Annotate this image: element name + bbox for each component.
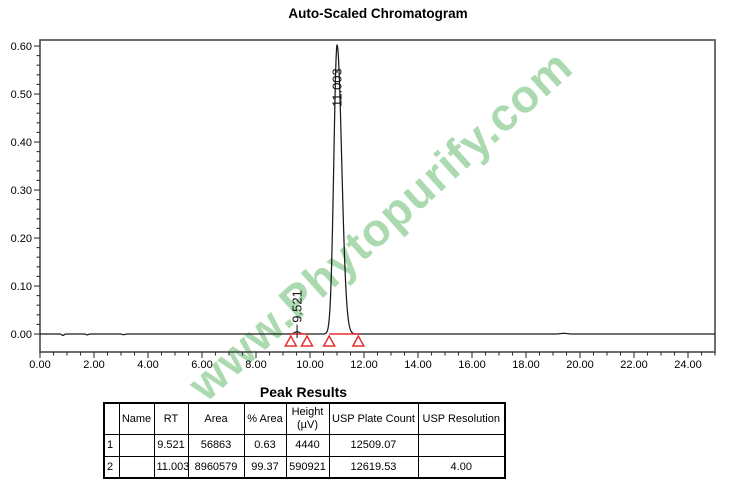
signal-trace	[40, 44, 715, 337]
cell-resolution	[417, 433, 506, 457]
integration-triangle-icon	[284, 334, 298, 347]
x-tick-label: 2.00	[83, 359, 104, 371]
cell-area: 56863	[187, 433, 245, 457]
chromatogram-plot: 0.00 0.10 0.20 0.30 0.40 0.50 0.60 0.00 2.00 4.00…	[11, 39, 716, 371]
cell-height: 4440	[285, 433, 330, 457]
x-tick-label: 20.00	[566, 359, 594, 371]
cell-pct-area: 0.63	[243, 433, 287, 457]
cell-name	[118, 455, 155, 479]
x-tick-label: 6.00	[191, 359, 212, 371]
chromatogram-curve	[40, 44, 715, 337]
peak-rt-label: 9.521	[290, 290, 305, 323]
cell-name	[118, 433, 155, 457]
col-header-height: Height (µV)	[285, 402, 330, 435]
y-tick-label: 0.20	[11, 233, 32, 245]
cell-rt: 11.003	[153, 455, 189, 479]
cell-area: 8960579	[187, 455, 245, 479]
x-tick-label: 10.00	[296, 359, 324, 371]
y-tick-label: 0.30	[11, 185, 32, 197]
axes: 0.00 0.10 0.20 0.30 0.40 0.50 0.60 0.00 2.00 4.00…	[11, 39, 716, 371]
col-header-resolution: USP Resolution	[417, 402, 506, 435]
plot-border	[39, 39, 716, 353]
x-tick-label: 0.00	[29, 359, 50, 371]
col-header-height-line2: (µV)	[296, 418, 318, 431]
x-tick-label: 14.00	[404, 359, 432, 371]
integration-triangle-icon	[351, 334, 366, 347]
x-tick-label: 16.00	[458, 359, 486, 371]
col-header-height-line1: Height	[291, 406, 324, 419]
x-tick-label: 4.00	[137, 359, 158, 371]
cell-pct-area: 99.37	[243, 455, 287, 479]
cell-index: 2	[103, 455, 120, 479]
y-tick-label: 0.10	[11, 281, 32, 293]
cell-resolution: 4.00	[417, 455, 506, 479]
peak-results-section: Peak Results Name RT Area % Area Height …	[103, 384, 506, 479]
col-header-rt: RT	[153, 402, 189, 435]
y-tick-label: 0.40	[11, 137, 32, 149]
peak-rt-label: 11.003	[330, 68, 345, 107]
table-header-row: Name RT Area % Area Height (µV) USP Plat…	[103, 402, 506, 435]
col-header-pct-area: % Area	[243, 402, 287, 435]
x-tick-label: 22.00	[620, 359, 648, 371]
cell-height: 590921	[285, 455, 330, 479]
col-header-index	[103, 402, 120, 435]
x-tick-label: 8.00	[245, 359, 266, 371]
x-tick-label: 24.00	[674, 359, 702, 371]
cell-rt: 9.521	[153, 433, 189, 457]
y-tick-label: 0.60	[11, 41, 32, 53]
integration-markers	[284, 333, 366, 347]
x-tick-label: 18.00	[512, 359, 540, 371]
peak-labels: 9.521 11.003	[290, 68, 345, 338]
table-row: 1 9.521 56863 0.63 4440 12509.07	[103, 433, 506, 457]
table-row: 2 11.003 8960579 99.37 590921 12619.53 4…	[103, 455, 506, 479]
y-tick-label: 0.00	[11, 329, 32, 341]
cell-plate-count: 12509.07	[328, 433, 419, 457]
col-header-name: Name	[118, 402, 155, 435]
cell-index: 1	[103, 433, 120, 457]
x-tick-label: 12.00	[350, 359, 378, 371]
y-tick-label: 0.50	[11, 89, 32, 101]
integration-triangle-icon	[322, 334, 336, 347]
peak-results-table: Name RT Area % Area Height (µV) USP Plat…	[103, 402, 506, 479]
chart-title: Auto-Scaled Chromatogram	[288, 6, 468, 21]
peak-results-title: Peak Results	[259, 384, 348, 400]
col-header-area: Area	[187, 402, 245, 435]
cell-plate-count: 12619.53	[328, 455, 419, 479]
col-header-plate-count: USP Plate Count	[328, 402, 419, 435]
integration-triangle-icon	[300, 334, 314, 347]
